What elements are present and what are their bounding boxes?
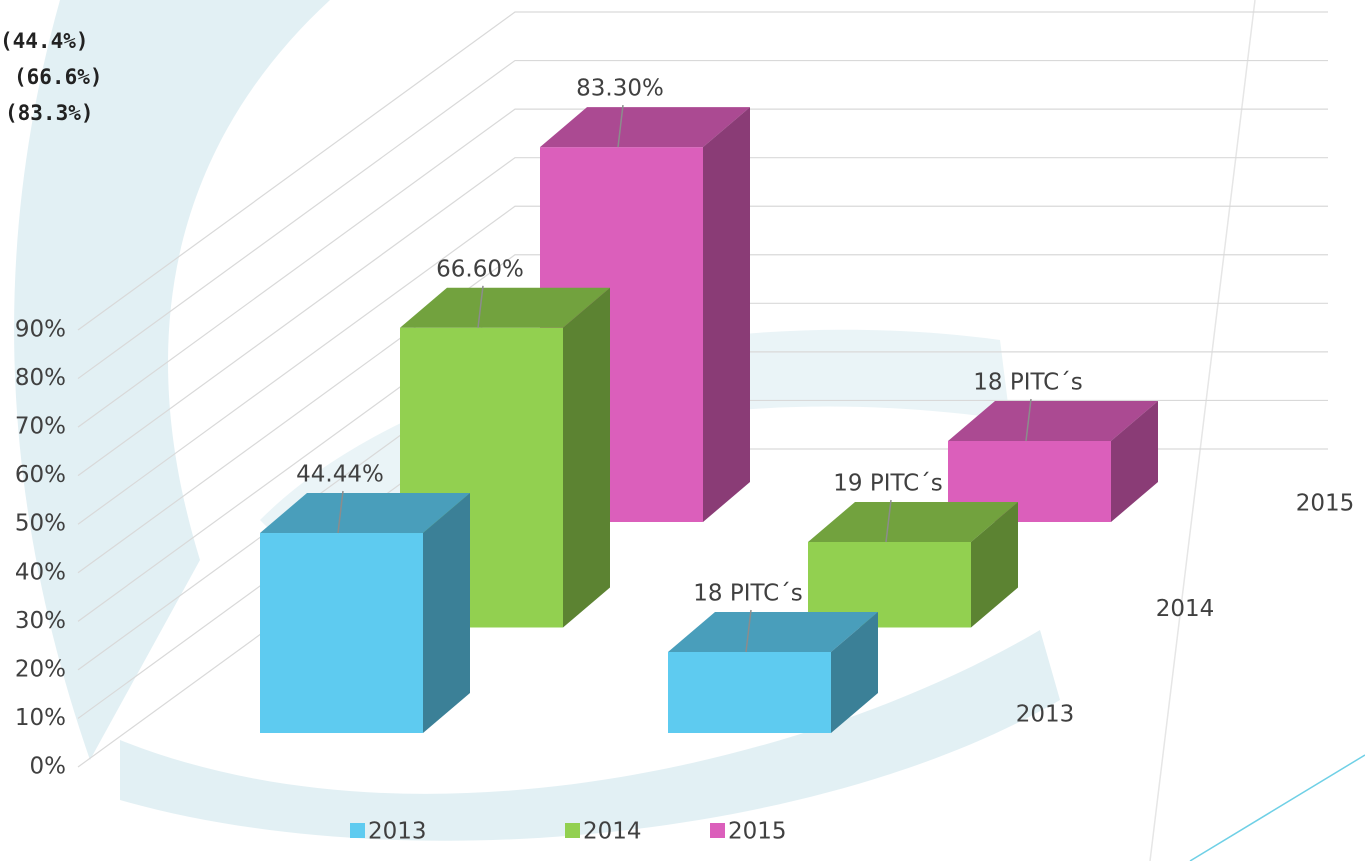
value-label: 19 PITC´s	[833, 471, 942, 497]
grid-line	[77, 11, 1328, 331]
legend-swatch	[710, 823, 725, 838]
bar-side	[971, 502, 1018, 628]
y-tick-label: 40%	[15, 559, 66, 585]
value-label: 18 PITC´s	[973, 370, 1082, 396]
bar-top	[540, 107, 750, 148]
label-leader	[337, 490, 344, 534]
grid-line	[77, 205, 1328, 525]
label-leader	[617, 105, 624, 148]
label-leader	[477, 285, 484, 328]
bar-side	[423, 493, 470, 733]
bar-side	[1111, 401, 1158, 522]
y-tick-label: 0%	[30, 754, 67, 780]
grid-line	[77, 59, 1328, 380]
bar-top	[668, 612, 878, 652]
bar-top	[808, 502, 1018, 542]
grid-line	[77, 108, 1328, 428]
value-label: 66.60%	[436, 256, 524, 282]
grid-line	[77, 157, 1328, 477]
legend-swatch	[350, 823, 365, 838]
label-leader	[745, 609, 752, 653]
y-tick-label: 10%	[15, 705, 66, 731]
annotation: (44.4%)	[0, 29, 89, 53]
bar-top	[948, 401, 1158, 441]
y-tick-label: 20%	[15, 656, 66, 682]
y-tick-label: 70%	[15, 414, 66, 440]
y-tick-label: 50%	[15, 511, 66, 537]
legend-label: 2015	[728, 819, 787, 845]
bar-side	[831, 612, 878, 733]
bar	[808, 502, 1018, 628]
bar	[668, 612, 878, 733]
y-tick-label: 30%	[15, 608, 66, 634]
value-label: 83.30%	[576, 76, 664, 102]
y-tick-label: 80%	[15, 365, 66, 391]
value-label: 44.44%	[296, 462, 384, 488]
value-label: 18 PITC´s	[693, 581, 802, 607]
label-leader	[885, 499, 892, 543]
depth-axis-label: 2015	[1296, 491, 1355, 517]
background-decoration	[14, 0, 1365, 861]
bar-front	[668, 652, 831, 733]
legend-swatch	[565, 823, 580, 838]
bar-top	[260, 493, 470, 534]
depth-axis-label: 2014	[1156, 596, 1215, 622]
annotation: (83.3%)	[5, 101, 94, 125]
grid-line	[77, 254, 1328, 574]
annotation: (66.6%)	[14, 65, 103, 89]
y-tick-label: 90%	[15, 317, 66, 343]
bar-front	[260, 533, 423, 733]
bar-side	[703, 107, 750, 523]
bar-side	[563, 287, 610, 628]
label-leader	[1025, 398, 1032, 442]
bar	[260, 493, 470, 733]
y-tick-label: 60%	[15, 462, 66, 488]
depth-axis-label: 2013	[1016, 702, 1075, 728]
legend-label: 2014	[583, 819, 642, 845]
bar-top	[400, 287, 610, 328]
legend-label: 2013	[368, 819, 427, 845]
